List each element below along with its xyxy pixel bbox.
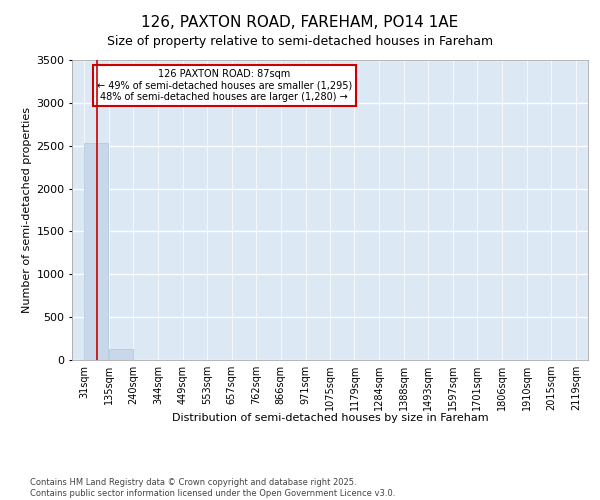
Text: Size of property relative to semi-detached houses in Fareham: Size of property relative to semi-detach…	[107, 35, 493, 48]
X-axis label: Distribution of semi-detached houses by size in Fareham: Distribution of semi-detached houses by …	[172, 413, 488, 423]
Y-axis label: Number of semi-detached properties: Number of semi-detached properties	[22, 107, 32, 313]
Bar	[85, 143, 109, 360]
Text: 126 PAXTON ROAD: 87sqm
← 49% of semi-detached houses are smaller (1,295)
48% of : 126 PAXTON ROAD: 87sqm ← 49% of semi-det…	[97, 69, 352, 102]
Text: Contains HM Land Registry data © Crown copyright and database right 2025.
Contai: Contains HM Land Registry data © Crown c…	[30, 478, 395, 498]
Bar	[109, 349, 133, 360]
Text: 126, PAXTON ROAD, FAREHAM, PO14 1AE: 126, PAXTON ROAD, FAREHAM, PO14 1AE	[142, 15, 458, 30]
